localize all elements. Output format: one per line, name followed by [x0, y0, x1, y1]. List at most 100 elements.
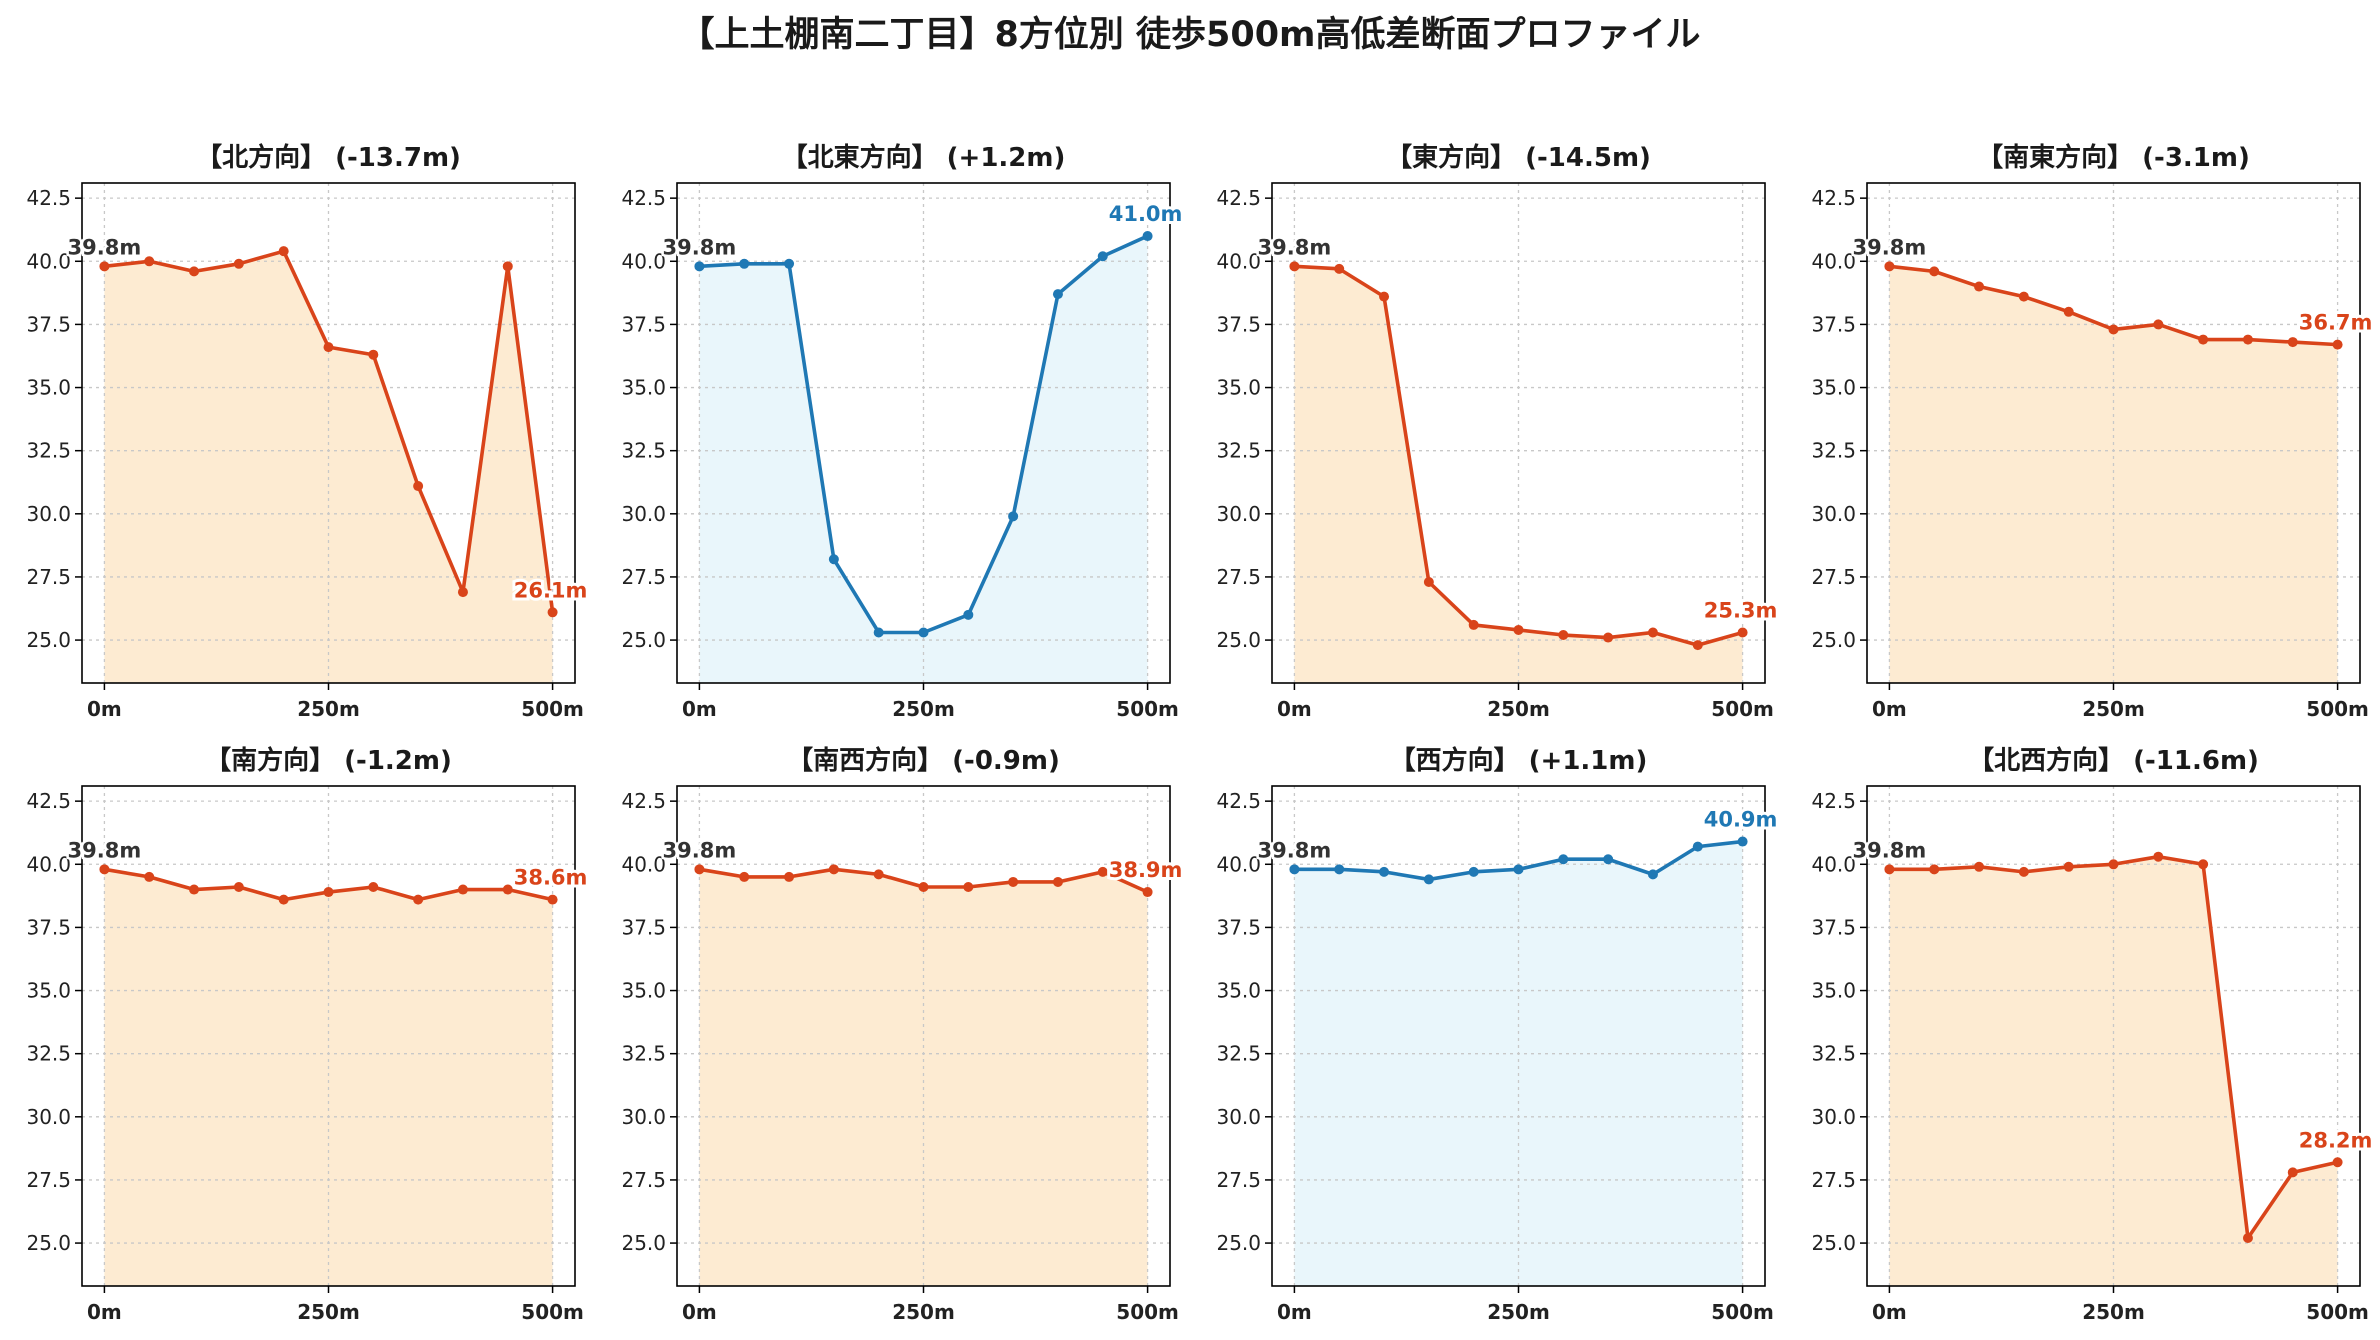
data-point — [2063, 861, 2074, 872]
y-tick-label: 42.5 — [1811, 789, 1856, 813]
data-point — [2287, 1167, 2298, 1178]
data-point — [99, 864, 110, 875]
data-point — [1884, 864, 1895, 875]
data-point — [502, 884, 513, 895]
x-tick-label: 500m — [2306, 1300, 2369, 1324]
x-tick-label: 500m — [1711, 697, 1774, 721]
data-point — [278, 246, 289, 257]
y-tick-label: 30.0 — [1216, 502, 1261, 526]
data-point — [2287, 337, 2298, 348]
data-point — [502, 261, 513, 272]
data-point — [1334, 263, 1345, 274]
data-point — [1289, 261, 1300, 272]
data-point — [828, 864, 839, 875]
y-tick-label: 37.5 — [621, 312, 666, 336]
y-tick-label: 32.5 — [1811, 1042, 1856, 1066]
data-point — [2153, 851, 2164, 862]
data-point — [918, 882, 929, 893]
y-tick-label: 42.5 — [1216, 789, 1261, 813]
chart-panel-5: 25.0 27.5 30.0 32.5 35.0 37.5 40.0 42.5 0m 250m 50… — [26, 745, 590, 1324]
y-tick-label: 40.0 — [621, 852, 666, 876]
x-tick-label: 0m — [1872, 1300, 1907, 1324]
data-point — [1334, 864, 1345, 875]
y-tick-label: 42.5 — [621, 186, 666, 210]
panel-title: 【南東方向】 (-3.1m) — [1977, 142, 2250, 173]
data-point — [1647, 869, 1658, 880]
y-tick-label: 27.5 — [621, 565, 666, 589]
y-tick-label: 25.0 — [1811, 1231, 1856, 1255]
y-tick-label: 37.5 — [1811, 915, 1856, 939]
data-point — [1052, 289, 1063, 300]
data-point — [1929, 266, 1940, 277]
y-tick-label: 27.5 — [26, 1168, 71, 1192]
data-point — [1423, 576, 1434, 587]
data-point — [784, 871, 795, 882]
y-tick-label: 35.0 — [1811, 979, 1856, 1003]
data-point — [323, 887, 334, 898]
y-tick-label: 35.0 — [1216, 979, 1261, 1003]
y-tick-label: 37.5 — [1811, 312, 1856, 336]
x-tick-label: 500m — [1711, 1300, 1774, 1324]
x-tick-label: 0m — [87, 1300, 122, 1324]
start-elevation-label: 39.8m — [1258, 838, 1332, 862]
y-tick-label: 32.5 — [26, 439, 71, 463]
y-tick-label: 37.5 — [1216, 915, 1261, 939]
data-point — [1097, 866, 1108, 877]
y-tick-label: 42.5 — [621, 789, 666, 813]
y-tick-label: 37.5 — [621, 915, 666, 939]
y-tick-label: 32.5 — [1216, 1042, 1261, 1066]
y-tick-label: 25.0 — [26, 1231, 71, 1255]
x-tick-label: 0m — [682, 697, 717, 721]
y-tick-label: 25.0 — [26, 628, 71, 652]
end-elevation-label: 28.2m — [2299, 1128, 2373, 1152]
y-tick-label: 27.5 — [621, 1168, 666, 1192]
data-point — [2198, 334, 2209, 345]
profile-area — [699, 869, 1148, 1286]
chart-panel-1: 25.0 27.5 30.0 32.5 35.0 37.5 40.0 42.5 0m 250m 50… — [26, 142, 590, 721]
y-tick-label: 27.5 — [1216, 1168, 1261, 1192]
y-tick-label: 42.5 — [26, 789, 71, 813]
data-point — [2198, 859, 2209, 870]
data-point — [2018, 866, 2029, 877]
x-tick-label: 250m — [892, 1300, 955, 1324]
profile-area — [104, 869, 553, 1286]
end-elevation-label: 36.7m — [2299, 311, 2373, 335]
y-tick-label: 35.0 — [621, 979, 666, 1003]
chart-panel-3: 25.0 27.5 30.0 32.5 35.0 37.5 40.0 42.5 0m 250m 50… — [1216, 142, 1780, 721]
data-point — [1558, 854, 1569, 865]
x-tick-label: 250m — [1487, 1300, 1550, 1324]
y-tick-label: 40.0 — [26, 852, 71, 876]
y-tick-label: 32.5 — [1216, 439, 1261, 463]
figure-title: 【上土棚南二丁目】8方位別 徒歩500m高低差断面プロファイル — [679, 15, 1701, 55]
chart-panel-7: 25.0 27.5 30.0 32.5 35.0 37.5 40.0 42.5 0m 250m 50… — [1216, 745, 1780, 1324]
y-tick-label: 37.5 — [1216, 312, 1261, 336]
data-point — [368, 349, 379, 360]
panel-title: 【南方向】 (-1.2m) — [205, 745, 452, 776]
data-point — [547, 607, 558, 618]
chart-panel-6: 25.0 27.5 30.0 32.5 35.0 37.5 40.0 42.5 0m 250m 50… — [621, 745, 1185, 1324]
y-tick-label: 35.0 — [26, 979, 71, 1003]
data-point — [1692, 841, 1703, 852]
panel-title: 【北東方向】 (+1.2m) — [782, 142, 1066, 173]
data-point — [1737, 836, 1748, 847]
y-tick-label: 30.0 — [621, 502, 666, 526]
data-point — [144, 871, 155, 882]
data-point — [1468, 866, 1479, 877]
data-point — [144, 256, 155, 267]
end-elevation-label: 26.1m — [514, 578, 588, 602]
profile-area — [1294, 266, 1743, 683]
data-point — [1423, 874, 1434, 885]
data-point — [99, 261, 110, 272]
data-point — [1929, 864, 1940, 875]
y-tick-label: 40.0 — [621, 249, 666, 273]
data-point — [873, 869, 884, 880]
data-point — [1379, 291, 1390, 302]
y-tick-label: 27.5 — [1216, 565, 1261, 589]
panel-title: 【東方向】 (-14.5m) — [1386, 142, 1651, 173]
end-elevation-label: 38.6m — [514, 866, 588, 890]
y-tick-label: 27.5 — [1811, 1168, 1856, 1192]
x-tick-label: 250m — [297, 697, 360, 721]
y-tick-label: 32.5 — [621, 1042, 666, 1066]
data-point — [1647, 627, 1658, 638]
